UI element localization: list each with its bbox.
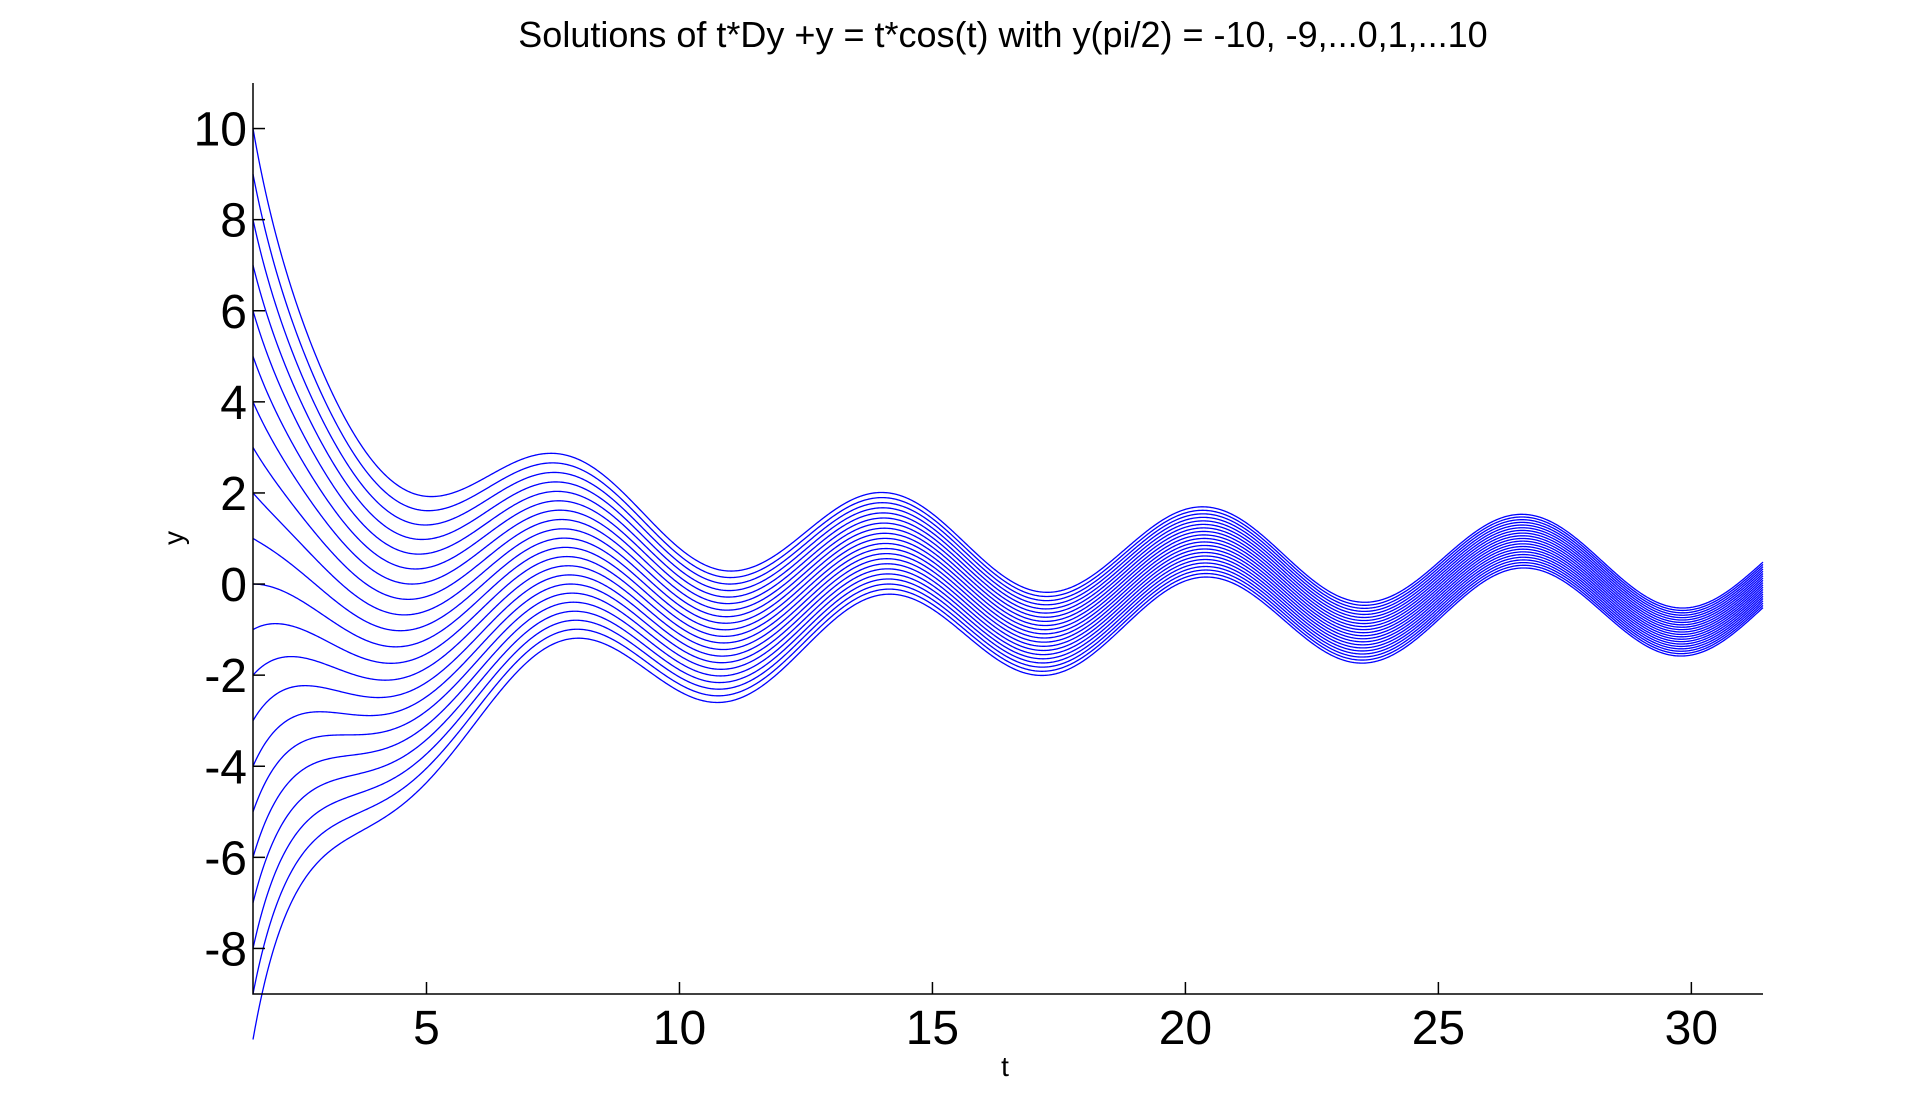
solution-curve-y0--6: [252, 556, 1764, 858]
solution-curves: [252, 128, 1764, 1040]
plot-area: 5 10 15 20 25 30 -8 -6 -4 -2 0 2 4 6 8 10: [194, 83, 1764, 1055]
y-axis-label: y: [158, 531, 189, 545]
x-tick-label: 20: [1159, 1002, 1212, 1055]
solution-curve-y0--7: [252, 559, 1764, 904]
solution-curve-y0-8: [252, 219, 1764, 614]
y-tick-label: 0: [220, 559, 247, 612]
y-tick-label: -4: [204, 741, 247, 794]
solution-curve-y0--4: [252, 551, 1764, 767]
solution-curve-y0--3: [252, 548, 1764, 722]
y-tick-label: 8: [220, 195, 247, 248]
solution-curve-y0-1: [252, 537, 1764, 632]
solution-curve-y0--8: [252, 561, 1764, 949]
solution-curve-y0--1: [252, 543, 1764, 664]
solution-curve-y0-10: [252, 128, 1764, 609]
y-tick-label: -8: [204, 923, 247, 976]
x-axis-ticks: 5 10 15 20 25 30: [413, 982, 1718, 1055]
x-tick-label: 5: [413, 1002, 440, 1055]
solution-curve-y0--5: [252, 553, 1764, 813]
x-tick-label: 30: [1665, 1002, 1718, 1055]
chart-title: Solutions of t*Dy +y = t*cos(t) with y(p…: [518, 14, 1487, 55]
solution-curve-y0-0: [252, 540, 1764, 648]
solution-curve-y0-4: [252, 401, 1764, 624]
solution-curve-y0-5: [252, 356, 1764, 621]
solution-curve-y0-3: [252, 447, 1764, 626]
solution-curve-y0-6: [252, 310, 1764, 619]
y-axis-ticks: -8 -6 -4 -2 0 2 4 6 8 10: [194, 104, 265, 976]
y-tick-label: -6: [204, 832, 247, 885]
y-tick-label: 2: [220, 468, 247, 521]
solution-curve-y0--9: [252, 564, 1764, 995]
y-tick-label: 6: [220, 286, 247, 339]
y-tick-label: 4: [220, 377, 247, 430]
y-tick-label: -2: [204, 650, 247, 703]
x-tick-label: 15: [906, 1002, 959, 1055]
x-axis-label: t: [1001, 1051, 1009, 1082]
solution-curve-y0-9: [252, 173, 1764, 612]
y-axis-line: [252, 83, 1763, 995]
x-tick-label: 25: [1412, 1002, 1465, 1055]
solution-curve-y0--10: [252, 567, 1764, 1040]
y-tick-label: 10: [194, 104, 247, 157]
solution-curve-y0--2: [252, 545, 1764, 681]
x-tick-label: 10: [653, 1002, 706, 1055]
solution-curve-y0-7: [252, 265, 1764, 616]
solution-curve-y0-2: [252, 492, 1764, 628]
